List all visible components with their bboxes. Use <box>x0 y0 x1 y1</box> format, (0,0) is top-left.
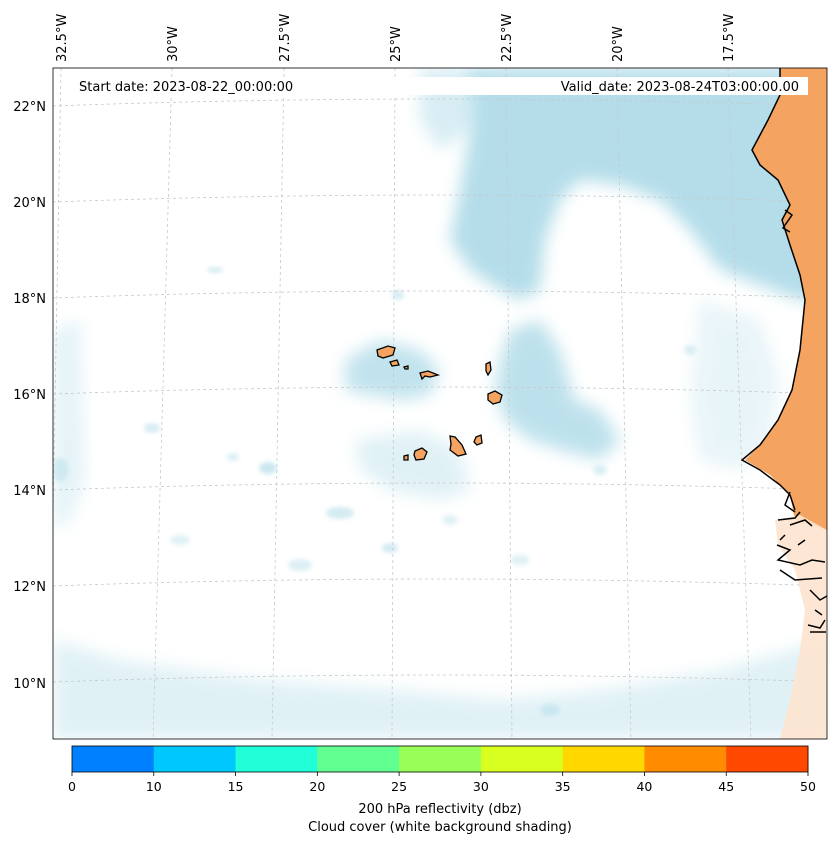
colorbar-segment-3 <box>317 746 400 772</box>
colorbar-label-line2: Cloud cover (white background shading) <box>308 820 572 835</box>
island-santo-antao <box>376 345 396 359</box>
lat-label-16n: 16°N <box>13 388 46 403</box>
meridian-27-5w <box>271 68 285 739</box>
lat-label-10n: 10°N <box>13 677 46 692</box>
map-frame <box>52 67 828 740</box>
lat-label-12n: 12°N <box>13 580 46 595</box>
parallel-16n <box>53 386 827 395</box>
island-sao-vicente <box>389 359 400 367</box>
colorbar-tick-label: 10 <box>146 779 162 794</box>
map-panel: Start date: 2023-08-22_00:00:00 Valid_da… <box>53 68 827 739</box>
lon-label-30w: 30°W <box>166 26 181 62</box>
lon-label-32-5w: 32.5°W <box>55 14 70 62</box>
coastline-inland-senegal <box>779 491 806 546</box>
island-boa-vista <box>487 390 503 405</box>
latitude-labels: 22°N 20°N 18°N 16°N 14°N 12°N 10°N <box>13 100 46 692</box>
colorbar-tick-label: 20 <box>309 779 325 794</box>
coastline-senegal-south <box>776 544 826 581</box>
island-santiago <box>449 435 467 457</box>
colorbar-segment-5 <box>480 746 564 772</box>
colorbar-tick-label: 30 <box>473 779 489 794</box>
valid-date-label: Valid_date: 2023-08-24T03:00:00.00 <box>561 80 799 95</box>
parallel-22n <box>53 98 827 107</box>
meridian-17-5w <box>727 68 752 739</box>
graticule <box>53 68 827 739</box>
coastline <box>740 68 827 633</box>
colorbar-tick-label: 0 <box>68 779 76 794</box>
coastline-gambia <box>777 511 813 527</box>
lat-label-22n: 22°N <box>13 100 46 115</box>
coastline-guinea-bissau <box>807 589 827 633</box>
meridian-30w <box>152 68 173 739</box>
colorbar-segment-4 <box>399 746 482 772</box>
header-background <box>70 77 808 95</box>
island-santa-luzia <box>403 365 409 370</box>
colorbar-segment-0 <box>72 746 155 772</box>
colorbar-tick-label: 50 <box>800 779 816 794</box>
colorbar-segment-1 <box>153 746 237 772</box>
colorbar-label-line1: 200 hPa reflectivity (dbz) <box>358 802 521 817</box>
lon-label-25w: 25°W <box>389 26 404 62</box>
colorbar-tick-label: 40 <box>636 779 652 794</box>
parallel-14n <box>53 482 827 491</box>
meridian-22-5w <box>505 68 513 739</box>
colorbar-tick-label: 35 <box>555 779 571 794</box>
lon-label-27-5w: 27.5°W <box>278 14 293 62</box>
meridian-20w <box>616 68 632 739</box>
coastline-cap-blanc <box>781 209 794 233</box>
lon-label-22-5w: 22.5°W <box>500 14 515 62</box>
parallel-20n <box>53 194 827 203</box>
meridian-25w <box>391 68 396 739</box>
colorbar: 0 10 15 20 25 30 35 40 45 50 <box>68 745 816 794</box>
parallel-18n <box>53 290 827 299</box>
island-brava <box>403 454 409 461</box>
colorbar-frame <box>71 745 809 773</box>
island-fogo <box>413 447 428 461</box>
longitude-labels: 32.5°W 30°W 27.5°W 25°W 22.5°W 20°W 17.5… <box>55 14 737 62</box>
island-sal <box>485 361 492 377</box>
colorbar-segment-2 <box>235 746 318 772</box>
cape-verde-islands <box>376 345 503 461</box>
coastline-mauritania <box>740 68 806 511</box>
parallel-10n <box>53 674 827 683</box>
lon-label-17-5w: 17.5°W <box>722 14 737 62</box>
lat-label-14n: 14°N <box>13 484 46 499</box>
colorbar-segment-8 <box>726 746 809 772</box>
land-mainland-south <box>775 515 827 739</box>
colorbar-tick-label: 45 <box>718 779 734 794</box>
lat-label-20n: 20°N <box>13 196 46 211</box>
island-sao-nicolau <box>419 370 441 381</box>
lon-label-20w: 20°W <box>611 26 626 62</box>
mainland-africa <box>745 68 827 739</box>
land-mainland-north <box>745 68 827 530</box>
colorbar-tick-label: 15 <box>228 779 244 794</box>
colorbar-tick-label: 25 <box>391 779 407 794</box>
parallel-12n <box>53 578 827 587</box>
colorbar-segment-6 <box>562 746 645 772</box>
colorbar-segment-7 <box>644 746 727 772</box>
start-date-label: Start date: 2023-08-22_00:00:00 <box>79 80 293 95</box>
lat-label-18n: 18°N <box>13 292 46 307</box>
island-maio <box>473 434 483 446</box>
